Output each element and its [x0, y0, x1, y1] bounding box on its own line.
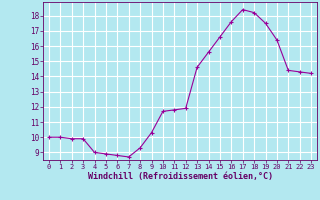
X-axis label: Windchill (Refroidissement éolien,°C): Windchill (Refroidissement éolien,°C) [87, 172, 273, 181]
